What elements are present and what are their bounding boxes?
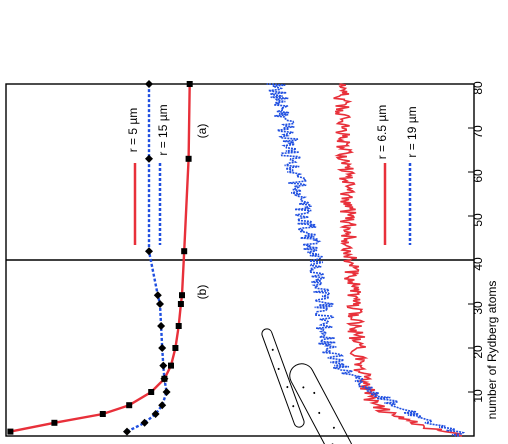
series-a-0-point [7,428,14,435]
panel-b [266,83,466,437]
series-a-1-point [151,410,160,418]
x-tick-label: 70 [471,125,485,139]
panel-a [7,80,193,436]
series-a-1-point [145,247,153,256]
series-a-1-point [157,322,166,330]
panel-a-label: (a) [195,124,209,139]
series-a-0-point [175,323,182,329]
series-a-1-point [145,154,153,163]
series-a-0-point [148,389,155,395]
cylinder-small-icon [261,328,305,428]
x-axis-label: number of Rydberg atoms [485,281,499,420]
legend-a: r = 5 µm r = 15 µm [126,104,170,245]
x-tick-label: 60 [471,169,485,183]
x-tick-label: 40 [471,257,485,271]
series-a-1-point [123,427,131,436]
legend-a-label-2: r = 15 µm [156,104,170,155]
series-b-1-line [266,83,466,437]
x-tick-label: 10 [471,389,485,403]
series-a-1-point [158,344,167,352]
series-a-0-point [172,345,179,351]
series-a-1-point [162,388,171,396]
series-a-0-point [51,419,58,426]
series-a-0-point [99,411,106,417]
series-b-0-line [333,83,463,437]
series-a-1-point [159,361,168,370]
legend-b-label-1: r = 6.5 µm [375,105,389,160]
series-a-1-point [158,401,167,410]
x-ticks: 10 20 30 40 50 60 70 80 [468,81,485,403]
series-a-1-point [153,291,162,300]
series-a-0-point [177,301,184,307]
series-a-0-line [10,83,191,433]
legend-b: r = 6.5 µm r = 19 µm [375,105,419,245]
series-a-1-point [160,374,169,383]
series-a-0-point [126,402,133,409]
series-a-1-point [145,80,153,88]
series-a-1-point [156,300,164,308]
x-tick-label: 80 [471,81,485,95]
series-a-0-point [181,248,188,255]
legend-b-label-2: r = 19 µm [405,106,419,157]
series-a-0-point [168,362,174,369]
x-tick-label: 20 [471,345,485,359]
series-a-0-point [185,155,192,162]
x-tick-label: 50 [471,213,485,227]
series-a-0-point [179,292,185,299]
x-tick-label: 30 [471,301,485,315]
series-a-1-point [140,418,149,427]
legend-a-label-1: r = 5 µm [126,108,140,153]
series-a-0-point [186,81,193,87]
panel-b-label: (b) [195,285,209,300]
